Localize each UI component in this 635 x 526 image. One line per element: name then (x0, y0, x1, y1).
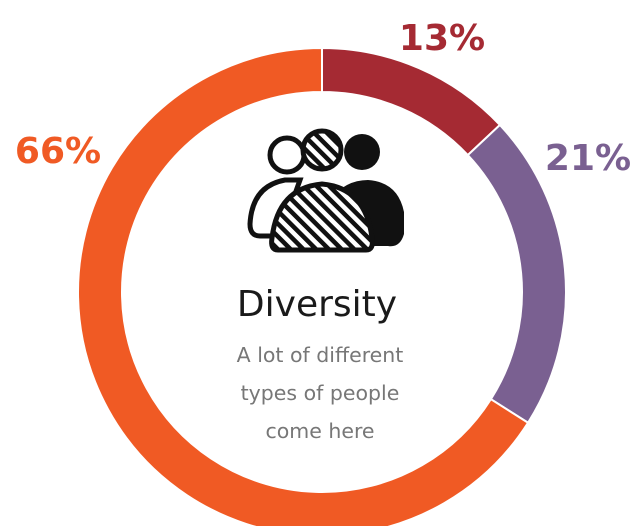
donut-slice-1 (321, 46, 502, 157)
chart-subtitle-line-2: types of people (241, 381, 400, 405)
slice-labels: 13% 21% 66% (15, 18, 631, 179)
chart-subtitle-line-1: A lot of different (237, 343, 404, 367)
chart-title: Diversity (237, 284, 397, 325)
slice-label-2: 21% (545, 138, 631, 179)
slice-label-3: 66% (15, 131, 101, 172)
donut-slice-3 (77, 46, 530, 526)
people-diversity-icon (247, 128, 404, 253)
slice-label-1: 13% (399, 18, 485, 59)
donut-slices (77, 46, 567, 526)
chart-subtitle-line-3: come here (265, 419, 374, 443)
